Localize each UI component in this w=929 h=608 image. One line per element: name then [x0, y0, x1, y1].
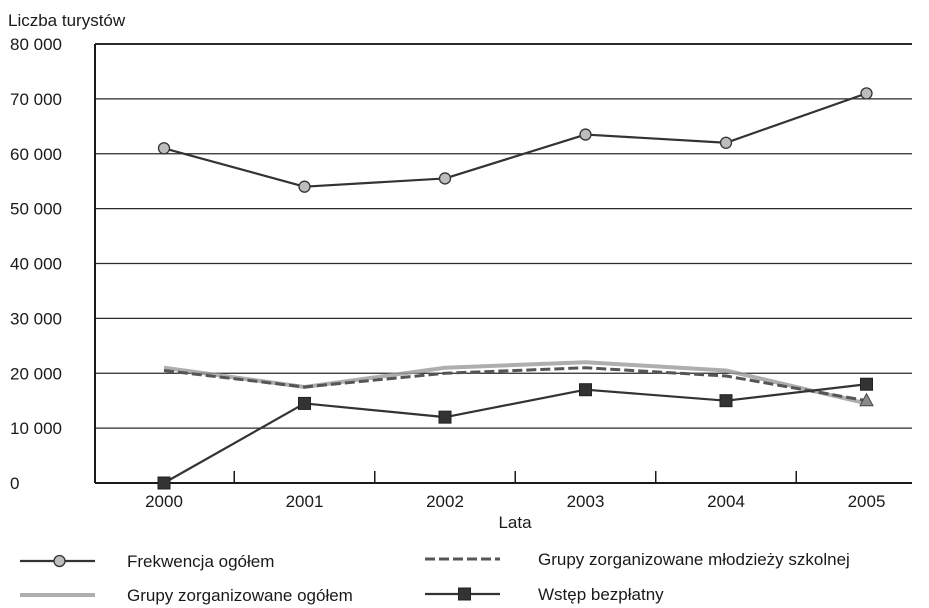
y-tick-label: 20 000	[10, 364, 62, 383]
data-point	[298, 396, 311, 410]
y-tick-label: 70 000	[10, 90, 62, 109]
x-tick-label: 2005	[848, 492, 886, 511]
data-point	[719, 394, 733, 408]
legend-marker	[458, 587, 471, 601]
legend-item-2: Grupy zorganizowane ogółem	[20, 586, 353, 605]
series-1	[163, 366, 874, 407]
legend: Frekwencja ogółem Grupy zorganizowane mło…	[20, 550, 850, 605]
x-tick-label: 2000	[145, 492, 183, 511]
x-tick-label: 2004	[707, 492, 745, 511]
data-point	[860, 377, 873, 391]
series-line	[163, 366, 867, 403]
data-point	[438, 172, 452, 185]
y-tick-label: 40 000	[10, 255, 62, 274]
legend-label: Grupy zorganizowane ogółem	[127, 586, 353, 605]
legend-item-1: Grupy zorganizowane młodzieży szkolnej	[425, 550, 850, 569]
legend-label: Grupy zorganizowane młodzieży szkolnej	[538, 550, 850, 569]
y-tick-label: 60 000	[10, 145, 62, 164]
data-point	[579, 128, 592, 141]
data-point	[438, 410, 452, 424]
legend-label: Frekwencja ogółem	[127, 552, 274, 571]
data-point	[157, 476, 171, 490]
data-point	[719, 136, 733, 149]
series-line	[163, 383, 867, 484]
y-tick-label: 50 000	[10, 200, 62, 219]
y-tick-label: 0	[10, 474, 19, 493]
y-axis-title: Liczba turystów	[8, 11, 126, 30]
y-tick-label: 80 000	[10, 35, 62, 54]
series-group	[157, 87, 874, 490]
y-tick-label: 30 000	[10, 309, 62, 328]
series-3	[157, 377, 873, 490]
legend-item-3: Wstęp bezpłatny	[425, 585, 664, 604]
x-tick-label: 2001	[286, 492, 324, 511]
data-point	[860, 87, 873, 100]
gridlines	[95, 43, 912, 429]
axes	[94, 44, 912, 484]
data-point	[298, 180, 311, 193]
y-tick-labels: 0 10 000 20 000 30 000 40 000 50 000 60 000 70 …	[10, 35, 62, 493]
x-tick-labels: 2000 2001 2002 2003 2004 2005	[145, 492, 885, 511]
legend-marker	[53, 554, 66, 568]
series-line	[163, 92, 867, 188]
data-point	[579, 383, 592, 397]
y-tick-label: 10 000	[10, 419, 62, 438]
data-point	[157, 142, 171, 155]
x-tick-label: 2002	[426, 492, 464, 511]
legend-item-0: Frekwencja ogółem	[20, 552, 274, 571]
data-point	[859, 392, 874, 407]
x-tick-label: 2003	[567, 492, 605, 511]
x-axis-title: Lata	[498, 513, 532, 532]
series-0	[157, 87, 873, 193]
legend-label: Wstęp bezpłatny	[538, 585, 664, 604]
